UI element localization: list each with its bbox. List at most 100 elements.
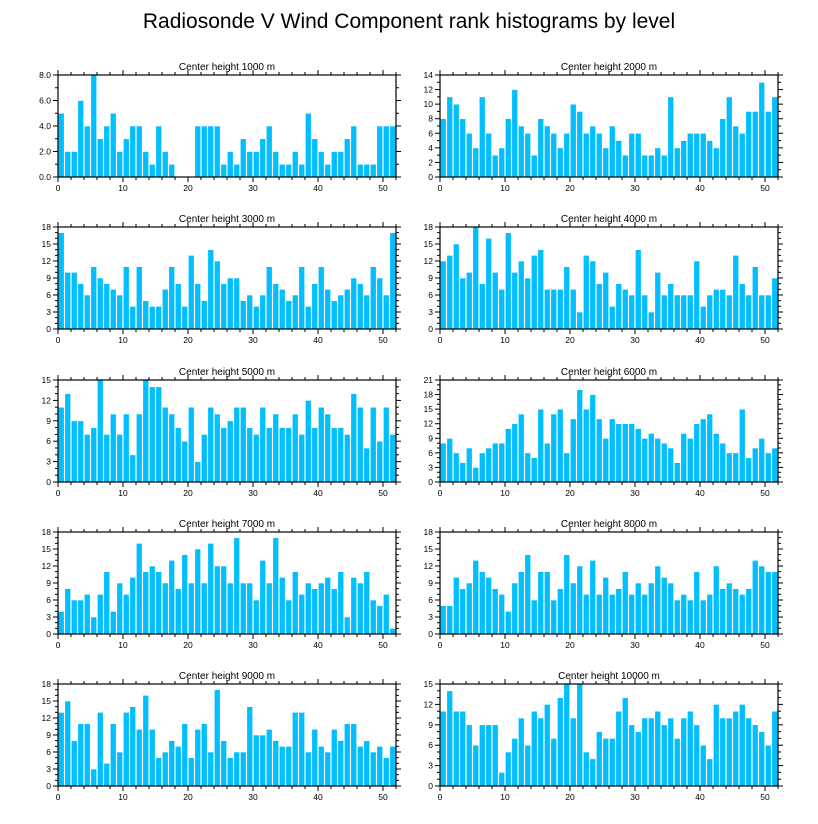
x-tick-label: 20: [183, 488, 193, 498]
bar-43: [719, 289, 726, 330]
bar-9: [116, 434, 124, 483]
bar-39: [311, 283, 318, 330]
bar-6: [97, 138, 104, 178]
y-tick-label: 9: [46, 416, 51, 426]
x-tick-label: 30: [248, 640, 258, 650]
bar-30: [634, 731, 642, 787]
bar-14: [149, 729, 156, 787]
bar-6: [478, 724, 486, 787]
y-tick-label: 18: [424, 390, 434, 400]
bar-37: [680, 433, 687, 483]
panel-1: Center height 1000 m 0 10 20 30 40 50 0.0 2.0 4.0…: [39, 62, 401, 193]
bar-0: [439, 118, 447, 178]
x-tick-label: 40: [695, 488, 705, 498]
bar-36: [291, 413, 299, 483]
y-tick-label: 9: [46, 578, 51, 588]
bar-37: [680, 717, 687, 787]
bar-23: [207, 125, 215, 178]
bar-3: [77, 723, 85, 787]
bar-24: [595, 731, 603, 787]
bar-51: [389, 232, 396, 330]
y-tick-label: 10: [424, 99, 434, 109]
y-tick-label: 15: [424, 239, 434, 249]
y-tick-label: 6: [46, 747, 51, 757]
bar-41: [706, 594, 713, 635]
bar-21: [576, 565, 583, 635]
bar-29: [246, 582, 254, 635]
bar-50: [764, 452, 772, 483]
bar-25: [602, 437, 609, 483]
bar-9: [498, 147, 505, 178]
y-tick-label: 12: [424, 85, 434, 95]
y-tick-label: 15: [42, 375, 52, 385]
bar-15: [537, 249, 544, 330]
bar-12: [517, 260, 525, 330]
bar-18: [175, 588, 182, 635]
x-tick-label: 10: [118, 640, 128, 650]
bar-1: [446, 437, 453, 483]
bar-48: [369, 751, 377, 787]
y-tick-label: 2: [428, 157, 433, 167]
bar-17: [168, 163, 176, 178]
x-tick-label: 30: [630, 335, 640, 345]
bar-46: [738, 594, 746, 635]
bar-39: [311, 427, 318, 483]
bar-47: [363, 294, 370, 330]
bar-10: [504, 118, 512, 178]
bar-35: [285, 746, 292, 787]
y-tick-label: 6: [428, 740, 433, 750]
x-tick-label: 40: [313, 335, 323, 345]
y-tick-label: 9: [428, 720, 433, 730]
bar-29: [246, 706, 254, 787]
bar-7: [485, 724, 492, 787]
bar-13: [142, 300, 150, 330]
bar-24: [595, 283, 603, 330]
bar-42: [330, 151, 338, 178]
bar-51: [389, 628, 396, 635]
y-tick-label: 4.0: [39, 121, 51, 131]
x-tick-label: 10: [500, 335, 510, 345]
bar-3: [77, 100, 85, 178]
bar-18: [556, 697, 564, 787]
bar-37: [680, 140, 687, 178]
bar-27: [615, 710, 622, 787]
y-tick-label: 0: [46, 477, 51, 487]
panel-6: Center height 6000 m 0 10 20 30 40 50 0 3 6 9 12 15 1…: [424, 367, 783, 498]
panel-5: Center height 5000 m 0 10 20 30 40 50 0 3 6 9 12 15: [42, 367, 401, 498]
bar-3: [459, 277, 466, 330]
bar-47: [363, 447, 370, 483]
bar-36: [673, 599, 681, 635]
bar-15: [155, 757, 163, 787]
bar-9: [498, 594, 505, 635]
y-tick-label: 3: [428, 307, 433, 317]
bar-18: [175, 283, 182, 330]
bar-5: [472, 744, 479, 787]
bar-50: [382, 594, 390, 635]
bar-14: [149, 386, 156, 483]
bar-16: [162, 151, 169, 178]
y-tick-label: 18: [42, 222, 52, 232]
bar-40: [699, 418, 707, 483]
bar-22: [201, 300, 208, 330]
bar-24: [214, 260, 221, 330]
bar-35: [667, 717, 674, 787]
x-tick-label: 30: [630, 640, 640, 650]
bar-9: [116, 751, 124, 787]
bar-38: [304, 306, 312, 330]
bar-33: [654, 272, 661, 330]
bar-31: [259, 138, 266, 178]
bar-26: [608, 594, 616, 635]
bar-15: [155, 571, 163, 635]
bar-29: [246, 294, 254, 330]
x-tick-label: 40: [313, 488, 323, 498]
panel-title: Center height 2000 m: [561, 62, 657, 73]
bar-5: [472, 560, 479, 635]
y-tick-label: 15: [42, 544, 52, 554]
bar-46: [356, 283, 364, 330]
bar-42: [712, 433, 720, 483]
bar-32: [647, 717, 655, 787]
y-tick-label: 9: [428, 433, 433, 443]
bar-6: [97, 277, 104, 330]
x-tick-label: 40: [695, 183, 705, 193]
